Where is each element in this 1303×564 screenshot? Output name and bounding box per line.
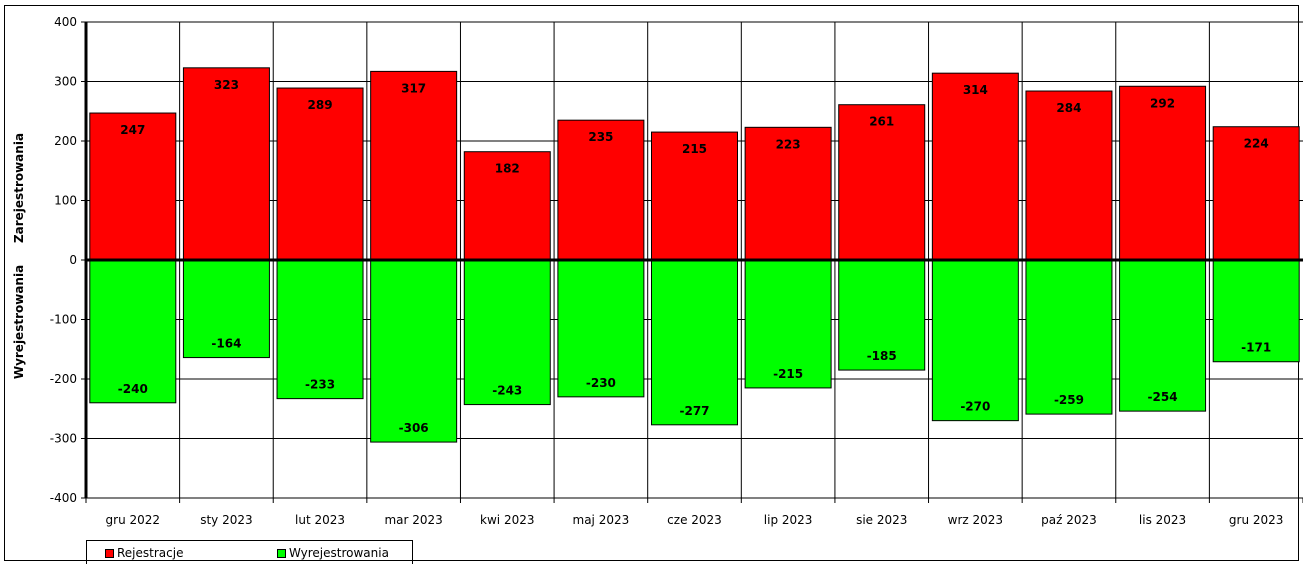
data-label-rejestracje: 289 [308, 98, 333, 112]
bar-wyrejestrowania [276, 259, 364, 400]
legend-item-rejestracje: Rejestracje [105, 546, 183, 560]
data-label-wyrejestrowania: -171 [1241, 341, 1271, 355]
x-tick-label: maj 2023 [573, 513, 630, 527]
bars [89, 67, 1300, 443]
y-tick-label: 300 [54, 75, 77, 89]
legend-swatch-wyrejestrowania [277, 548, 286, 558]
bar-rejestracje [182, 67, 270, 261]
x-tick-label: mar 2023 [384, 513, 442, 527]
bar-wyrejestrowania [370, 259, 458, 443]
data-label-rejestracje: 314 [963, 83, 988, 97]
x-tick-label: lut 2023 [295, 513, 345, 527]
bar-rejestracje [838, 104, 926, 261]
x-tick-label: lip 2023 [764, 513, 813, 527]
data-label-wyrejestrowania: -215 [773, 367, 803, 381]
y-tick-label: -100 [50, 313, 77, 327]
legend-swatch-rejestracje [105, 548, 114, 558]
data-label-wyrejestrowania: -233 [305, 378, 335, 392]
data-label-rejestracje: 284 [1056, 101, 1081, 115]
y-axis-label-bottom: Wyrejestrowania [12, 265, 26, 379]
bar-wyrejestrowania [1212, 259, 1300, 363]
data-label-wyrejestrowania: -306 [399, 421, 429, 435]
x-tick-label: wrz 2023 [948, 513, 1003, 527]
data-label-wyrejestrowania: -270 [960, 400, 990, 414]
data-label-rejestracje: 261 [869, 115, 894, 129]
legend: Rejestracje Wyrejestrowania [86, 540, 413, 564]
x-tick-label: kwi 2023 [480, 513, 534, 527]
data-label-rejestracje: 224 [1244, 137, 1269, 151]
legend-label-rejestracje: Rejestracje [117, 546, 184, 560]
bar-wyrejestrowania [838, 259, 926, 371]
y-tick-label: 0 [69, 253, 77, 267]
bar-rejestracje [463, 151, 551, 261]
y-tick-label: 400 [54, 15, 77, 29]
bar-rejestracje [89, 112, 177, 261]
bar-rejestracje [557, 119, 645, 261]
data-label-wyrejestrowania: -164 [211, 337, 241, 351]
bar-rejestracje [651, 131, 738, 261]
bar-rejestracje [744, 126, 832, 261]
data-label-rejestracje: 235 [588, 130, 613, 144]
data-label-rejestracje: 215 [682, 142, 707, 156]
data-label-rejestracje: 323 [214, 78, 239, 92]
bar-rejestracje [276, 87, 364, 261]
y-tick-label: -400 [50, 491, 77, 505]
bar-rejestracje [1025, 90, 1113, 261]
axes: -400 -300 -200 -100 0 100 200 300 400 gru 2022 sty… [50, 15, 1303, 527]
data-label-rejestracje: 182 [495, 162, 520, 176]
data-label-wyrejestrowania: -277 [679, 404, 709, 418]
x-tick-label: gru 2023 [1229, 513, 1284, 527]
bar-wyrejestrowania [182, 259, 270, 359]
bar-wyrejestrowania [931, 259, 1019, 422]
data-label-rejestracje: 247 [120, 123, 145, 137]
bar-rejestracje [1212, 126, 1300, 261]
labels: 247 -240 323 -164 289 -233 317 -306 182 -243 235 -2… [118, 78, 1271, 435]
y-axis-label-top: Zarejestrowania [12, 133, 26, 243]
x-tick-label: lis 2023 [1139, 513, 1186, 527]
data-label-wyrejestrowania: -243 [492, 384, 522, 398]
bar-wyrejestrowania [744, 259, 832, 389]
data-label-wyrejestrowania: -230 [586, 376, 616, 390]
bar-wyrejestrowania [557, 259, 645, 398]
bar-rejestracje [1119, 85, 1207, 261]
data-label-wyrejestrowania: -185 [867, 349, 897, 363]
y-tick-label: -200 [50, 372, 77, 386]
x-tick-label: sie 2023 [856, 513, 907, 527]
x-tick-label: cze 2023 [667, 513, 722, 527]
data-label-wyrejestrowania: -240 [118, 382, 148, 396]
bar-wyrejestrowania [651, 259, 738, 426]
y-tick-label: -300 [50, 432, 77, 446]
bar-wyrejestrowania [1025, 259, 1113, 415]
y-tick-label: 100 [54, 194, 77, 208]
bar-wyrejestrowania [1119, 259, 1207, 412]
x-tick-label: gru 2022 [106, 513, 161, 527]
data-label-rejestracje: 223 [776, 137, 801, 151]
data-label-wyrejestrowania: -259 [1054, 393, 1084, 407]
bar-rejestracje [370, 70, 458, 261]
bar-chart: -400 -300 -200 -100 0 100 200 300 400 gru 2022 sty… [12, 15, 1303, 527]
x-tick-label: paź 2023 [1041, 513, 1097, 527]
bar-wyrejestrowania [463, 259, 551, 406]
legend-item-wyrejestrowania: Wyrejestrowania [277, 546, 389, 560]
legend-label-wyrejestrowania: Wyrejestrowania [289, 546, 389, 560]
x-tick-label: sty 2023 [200, 513, 252, 527]
data-label-rejestracje: 292 [1150, 96, 1175, 110]
bar-rejestracje [931, 72, 1019, 261]
data-label-wyrejestrowania: -254 [1148, 390, 1178, 404]
data-label-rejestracje: 317 [401, 81, 426, 95]
y-tick-label: 200 [54, 134, 77, 148]
